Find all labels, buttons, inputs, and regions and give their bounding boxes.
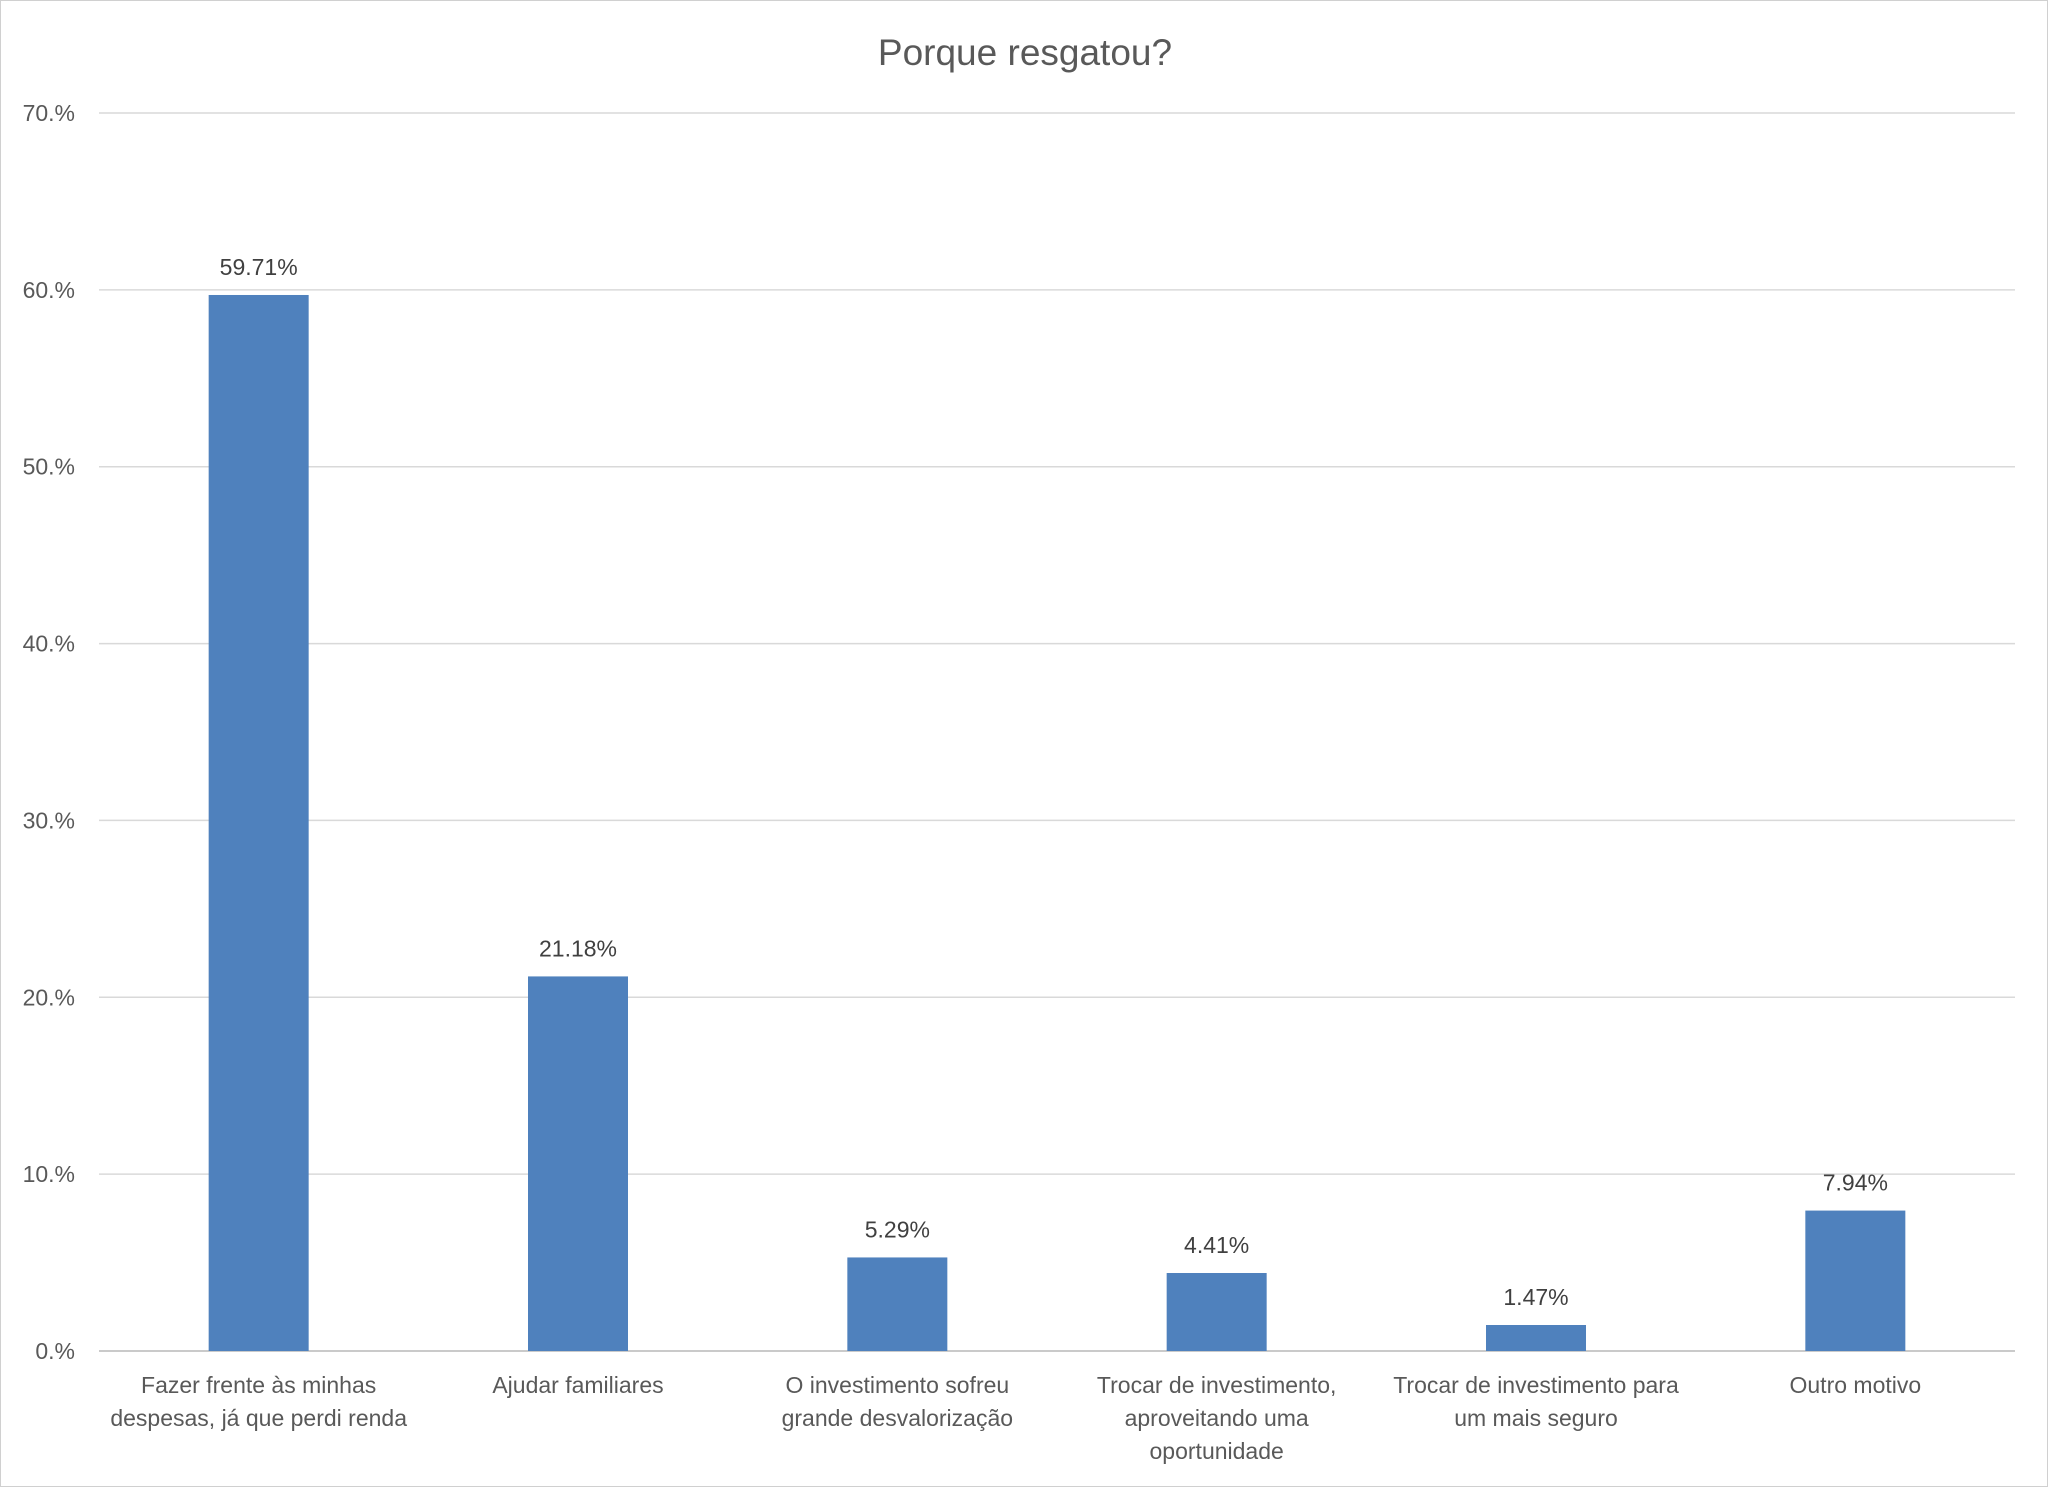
y-tick-label: 60.%: [23, 277, 75, 303]
category-label: um mais seguro: [1454, 1405, 1618, 1431]
y-tick-label: 30.%: [23, 807, 75, 833]
gridlines: [99, 112, 2015, 1352]
data-label: 21.18%: [539, 935, 617, 961]
y-axis-ticks: 0.% 10.% 20.% 30.% 40.% 50.% 60.% 70.%: [23, 100, 75, 1364]
bar: [1486, 1325, 1586, 1351]
bar: [847, 1257, 948, 1351]
y-tick-label: 40.%: [23, 631, 75, 657]
y-tick-label: 10.%: [23, 1161, 75, 1187]
data-label: 5.29%: [865, 1216, 930, 1242]
category-label: Ajudar familiares: [492, 1372, 663, 1398]
y-tick-label: 20.%: [23, 984, 75, 1010]
category-label: Trocar de investimento para: [1393, 1372, 1679, 1398]
data-labels: 59.71% 21.18% 5.29% 4.41% 1.47% 7.94%: [220, 254, 1888, 1310]
category-label: grande desvalorização: [782, 1405, 1013, 1431]
y-tick-label: 0.%: [35, 1338, 75, 1364]
bar: [208, 294, 309, 1352]
category-label: Outro motivo: [1790, 1372, 1922, 1398]
chart-title: Porque resgatou?: [878, 32, 1172, 73]
bar: [1805, 1210, 1906, 1351]
y-tick-label: 50.%: [23, 454, 75, 480]
category-labels: Fazer frente às minhas despesas, já que p…: [110, 1372, 1921, 1464]
bar: [1166, 1273, 1267, 1351]
data-label: 7.94%: [1823, 1170, 1888, 1196]
y-tick-label: 70.%: [23, 100, 75, 126]
category-label: O investimento sofreu: [785, 1372, 1009, 1398]
bars: [208, 294, 1906, 1352]
category-label: Trocar de investimento,: [1097, 1372, 1336, 1398]
data-label: 1.47%: [1503, 1284, 1568, 1310]
data-label: 4.41%: [1184, 1232, 1249, 1258]
bar: [528, 976, 628, 1351]
data-label: 59.71%: [220, 254, 298, 280]
category-label: aproveitando uma: [1125, 1405, 1309, 1431]
category-label: despesas, já que perdi renda: [110, 1405, 407, 1431]
category-label: oportunidade: [1150, 1438, 1284, 1464]
category-label: Fazer frente às minhas: [141, 1372, 376, 1398]
